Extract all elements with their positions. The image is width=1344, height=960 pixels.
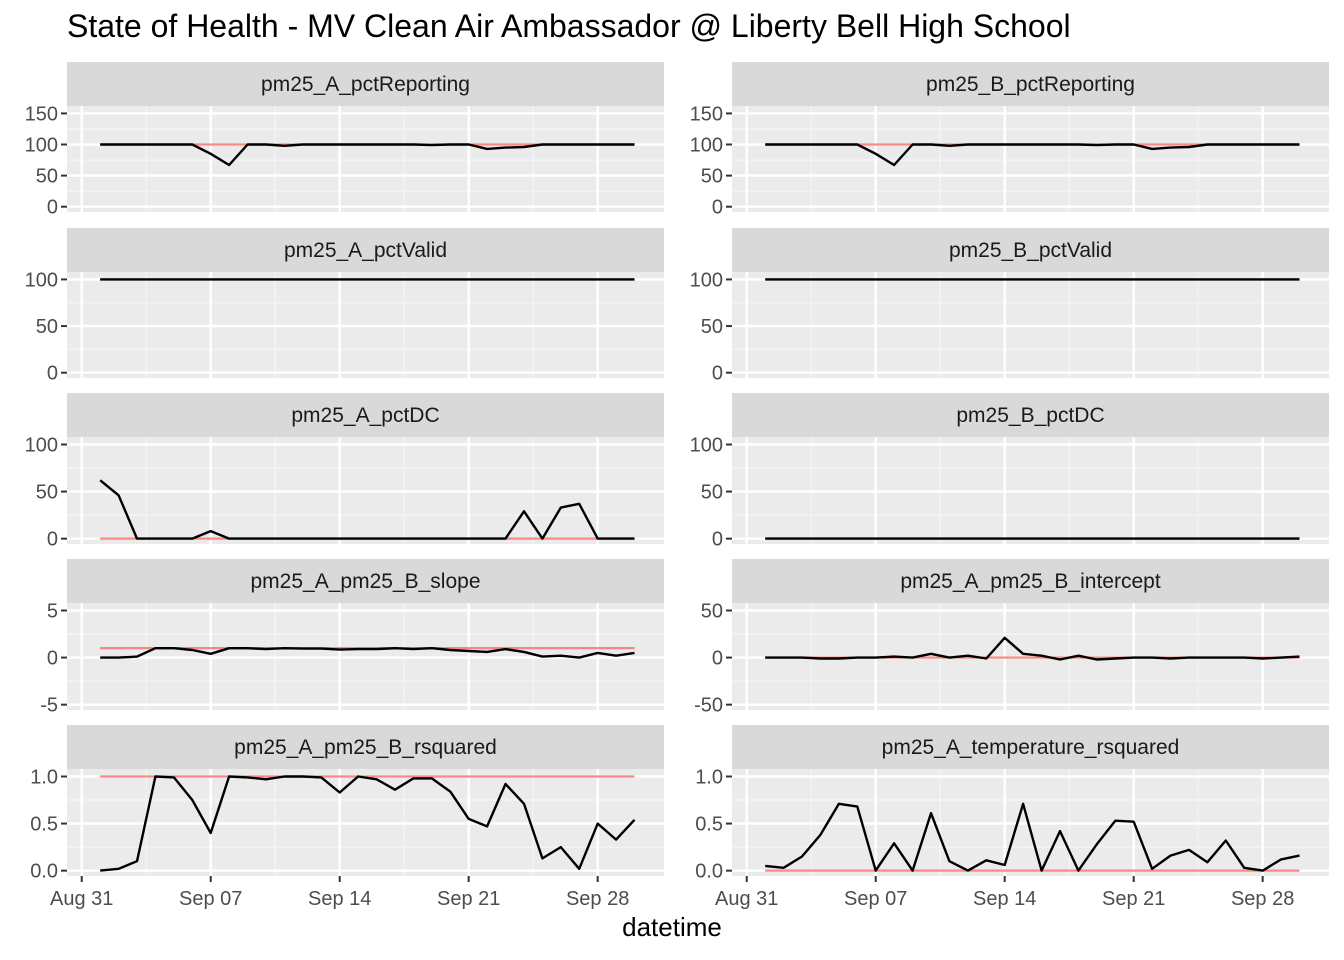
y-tick-label: 100 [25, 135, 58, 157]
facet-strip-label: pm25_A_pm25_B_slope [251, 570, 481, 593]
facet-strip [732, 393, 1329, 437]
y-tick-label: -5 [40, 695, 58, 717]
series-line [765, 636, 1300, 661]
facet-panel-pm25_A_pctReporting: pm25_A_pctReporting 0 50 100 150 [25, 62, 664, 219]
facet-strip-label: pm25_A_pctValid [284, 239, 447, 262]
facet-strip [732, 559, 1329, 603]
y-tick-label: 0 [47, 363, 58, 385]
facet-strip [67, 393, 664, 437]
chart-title: State of Health - MV Clean Air Ambassado… [67, 8, 1071, 44]
facet-strip-label: pm25_A_pctReporting [261, 73, 470, 96]
x-tick-label: Sep 14 [308, 888, 371, 910]
x-tick-label: Sep 28 [566, 888, 629, 910]
y-tick-label: 100 [690, 269, 723, 291]
facet-strip [67, 228, 664, 272]
y-tick-label: 100 [25, 269, 58, 291]
y-tick-label: 50 [36, 316, 58, 338]
series-line [765, 802, 1300, 872]
y-tick-label: 50 [36, 166, 58, 188]
y-tick-label: -50 [694, 695, 723, 717]
facet-strip [732, 725, 1329, 769]
y-tick-label: 0 [712, 363, 723, 385]
facet-panel-pm25_B_pctValid: pm25_B_pctValid 0 50 100 [690, 228, 1329, 385]
x-tick-label: Aug 31 [50, 888, 113, 910]
series-line [100, 143, 635, 167]
x-tick-label: Sep 14 [973, 888, 1036, 910]
facet-panel-pm25_A_pm25_B_slope: pm25_A_pm25_B_slope -5 0 5 [40, 559, 664, 717]
y-tick-label: 50 [701, 316, 723, 338]
facet-strip-label: pm25_A_temperature_rsquared [882, 736, 1180, 759]
facet-panel-pm25_A_pm25_B_intercept: pm25_A_pm25_B_intercept -50 0 50 [694, 559, 1329, 717]
y-tick-label: 0 [712, 648, 723, 670]
facet-strip-label: pm25_B_pctDC [956, 404, 1104, 427]
x-tick-label: Sep 07 [844, 888, 907, 910]
facet-strip-label: pm25_A_pctDC [291, 404, 439, 427]
facet-strip [732, 228, 1329, 272]
facet-strip-label: pm25_A_pm25_B_intercept [900, 570, 1161, 593]
x-axis-label: datetime [622, 912, 722, 942]
y-tick-label: 50 [36, 482, 58, 504]
y-tick-label: 100 [25, 434, 58, 456]
y-tick-label: 0.5 [695, 814, 723, 836]
x-tick-label: Sep 21 [1102, 888, 1165, 910]
facet-panel-pm25_A_pm25_B_rsquared: pm25_A_pm25_B_rsquared 0.0 0.5 1.0 Aug 31 Sep… [30, 725, 664, 910]
facet-strip-label: pm25_B_pctReporting [926, 73, 1135, 96]
y-tick-label: 1.0 [30, 766, 58, 788]
y-tick-label: 0.0 [30, 861, 58, 883]
facet-strip [732, 62, 1329, 106]
y-tick-label: 5 [47, 600, 58, 622]
facet-strip [67, 725, 664, 769]
y-tick-label: 0 [47, 529, 58, 551]
series-line [765, 143, 1300, 167]
panel-background [732, 106, 1329, 212]
facet-strip [67, 62, 664, 106]
facet-panel-pm25_A_temperature_rsquared: pm25_A_temperature_rsquared 0.0 0.5 1.0 Aug … [695, 725, 1329, 910]
facet-panel-pm25_A_pctValid: pm25_A_pctValid 0 50 100 [25, 228, 664, 385]
panel-background [67, 106, 664, 212]
x-tick-label: Sep 28 [1231, 888, 1294, 910]
facet-strip [67, 559, 664, 603]
y-tick-label: 50 [701, 482, 723, 504]
y-tick-label: 0 [712, 529, 723, 551]
y-tick-label: 1.0 [695, 766, 723, 788]
y-tick-label: 0.0 [695, 861, 723, 883]
facet-panel-pm25_B_pctReporting: pm25_B_pctReporting 0 50 100 150 [690, 62, 1329, 219]
facet-panel-pm25_B_pctDC: pm25_B_pctDC 0 50 100 [690, 393, 1329, 551]
series-line [100, 647, 635, 659]
y-tick-label: 0 [47, 197, 58, 219]
facet-strip-label: pm25_B_pctValid [949, 239, 1112, 262]
y-tick-label: 150 [25, 103, 58, 125]
x-tick-label: Sep 07 [179, 888, 242, 910]
y-tick-label: 50 [701, 600, 723, 622]
facet-strip-label: pm25_A_pm25_B_rsquared [234, 736, 497, 759]
series-line [100, 775, 636, 872]
series-line [99, 479, 635, 540]
y-tick-label: 0 [47, 648, 58, 670]
y-tick-label: 150 [690, 103, 723, 125]
y-tick-label: 0 [712, 197, 723, 219]
y-tick-label: 100 [690, 434, 723, 456]
y-tick-label: 0.5 [30, 814, 58, 836]
facet-panel-pm25_A_pctDC: pm25_A_pctDC 0 50 100 [25, 393, 664, 551]
y-tick-label: 100 [690, 135, 723, 157]
y-tick-label: 50 [701, 166, 723, 188]
x-tick-label: Aug 31 [715, 888, 778, 910]
x-tick-label: Sep 21 [437, 888, 500, 910]
